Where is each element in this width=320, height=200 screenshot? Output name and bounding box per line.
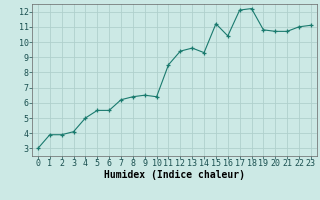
X-axis label: Humidex (Indice chaleur): Humidex (Indice chaleur) <box>104 170 245 180</box>
